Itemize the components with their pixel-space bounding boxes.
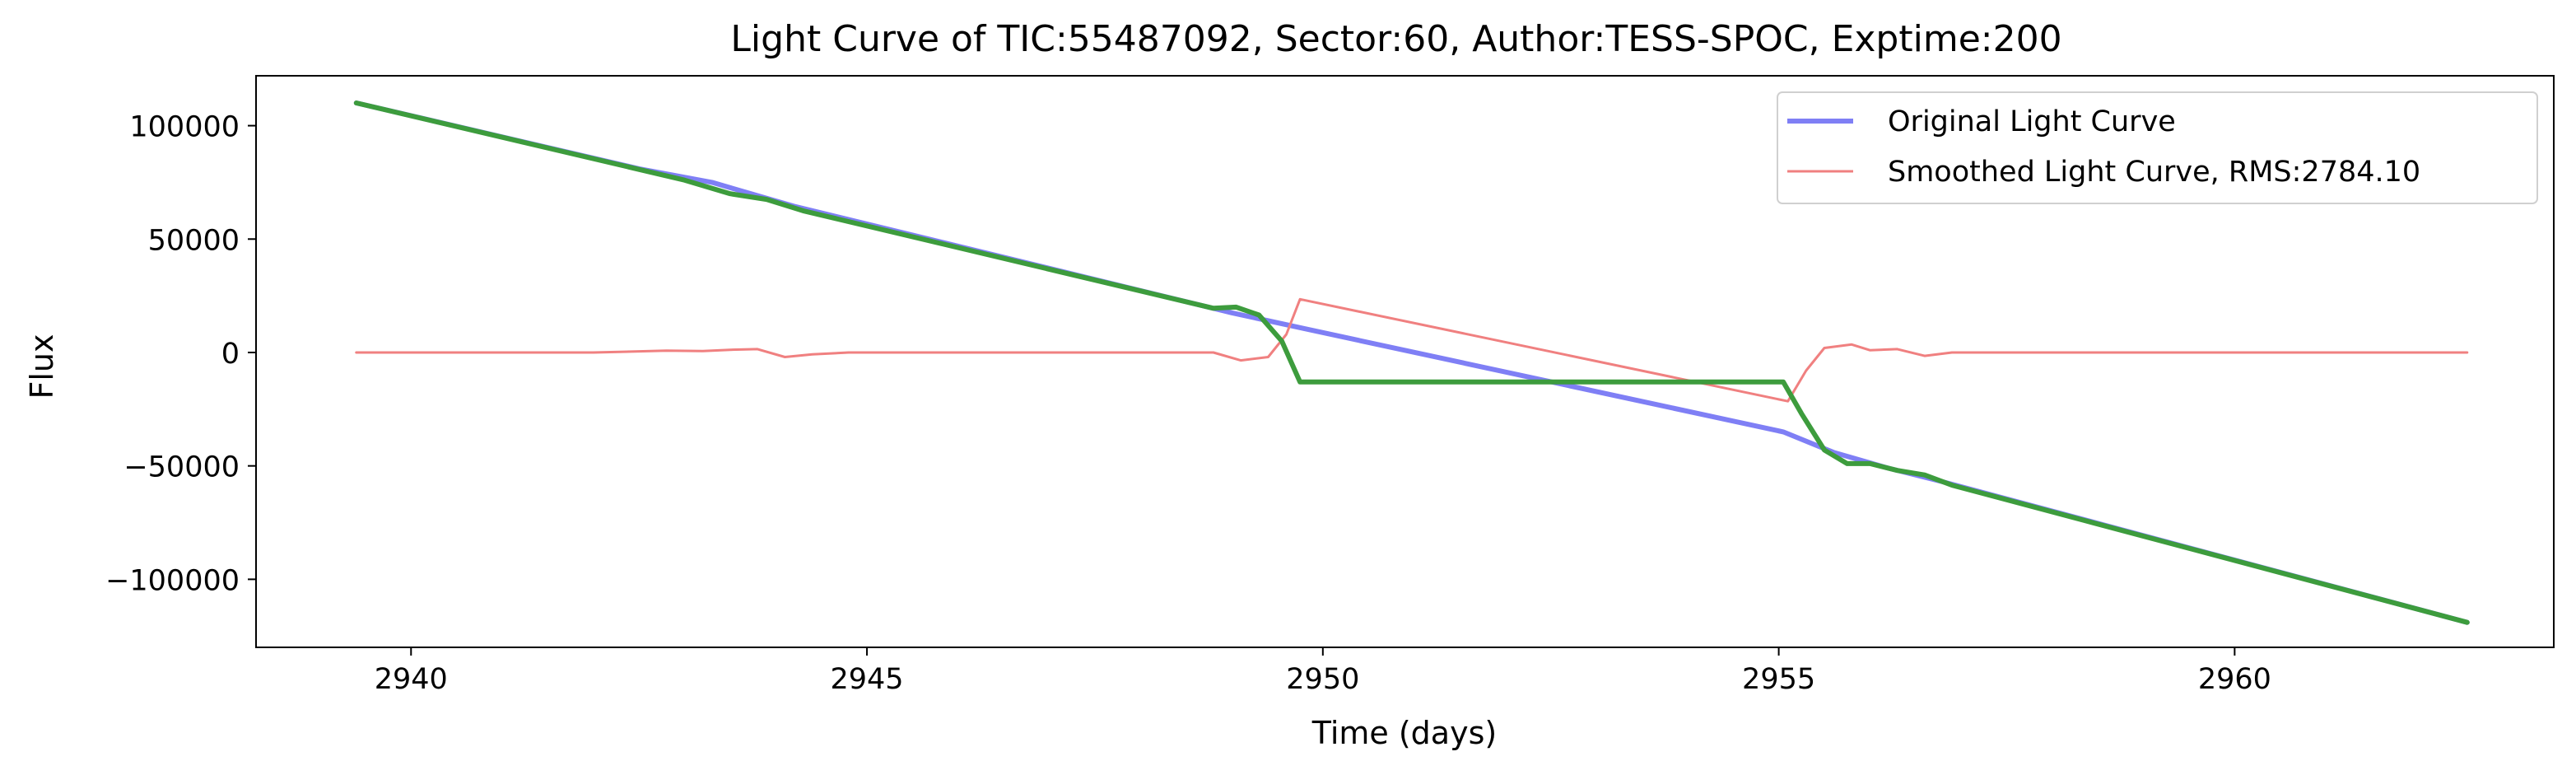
chart-title: Light Curve of TIC:55487092, Sector:60, … <box>730 18 2061 60</box>
x-tick-label: 2945 <box>831 663 904 696</box>
y-tick-label: −100000 <box>105 564 240 597</box>
legend: Original Light Curve Smoothed Light Curve… <box>1777 91 2538 204</box>
y-tick-label: 100000 <box>129 111 240 144</box>
x-tick-label: 2955 <box>1742 663 1815 696</box>
smoothed-light-curve-line <box>355 297 2469 403</box>
fitted-curve-line <box>353 100 2470 625</box>
y-tick-label: 0 <box>221 338 240 371</box>
x-tick-label: 2950 <box>1286 663 1359 696</box>
x-tick-label: 2960 <box>2198 663 2271 696</box>
y-tick-label: −50000 <box>123 451 240 484</box>
legend-entry-smoothed-label: Smoothed Light Curve, RMS:2784.10 <box>1888 156 2420 189</box>
plot-area <box>353 100 2470 625</box>
x-tick-label: 2940 <box>375 663 448 696</box>
axes: 2940 2945 2950 2955 2960 100000 50000 0 −50000 −1… <box>105 75 2555 696</box>
plot-frame <box>255 75 2555 648</box>
y-tick-label: 50000 <box>148 224 240 257</box>
legend-box <box>1777 91 2538 204</box>
y-axis-label: Flux <box>24 334 60 399</box>
legend-entry-original-label: Original Light Curve <box>1888 105 2176 138</box>
x-axis-label: Time (days) <box>1311 715 1497 751</box>
